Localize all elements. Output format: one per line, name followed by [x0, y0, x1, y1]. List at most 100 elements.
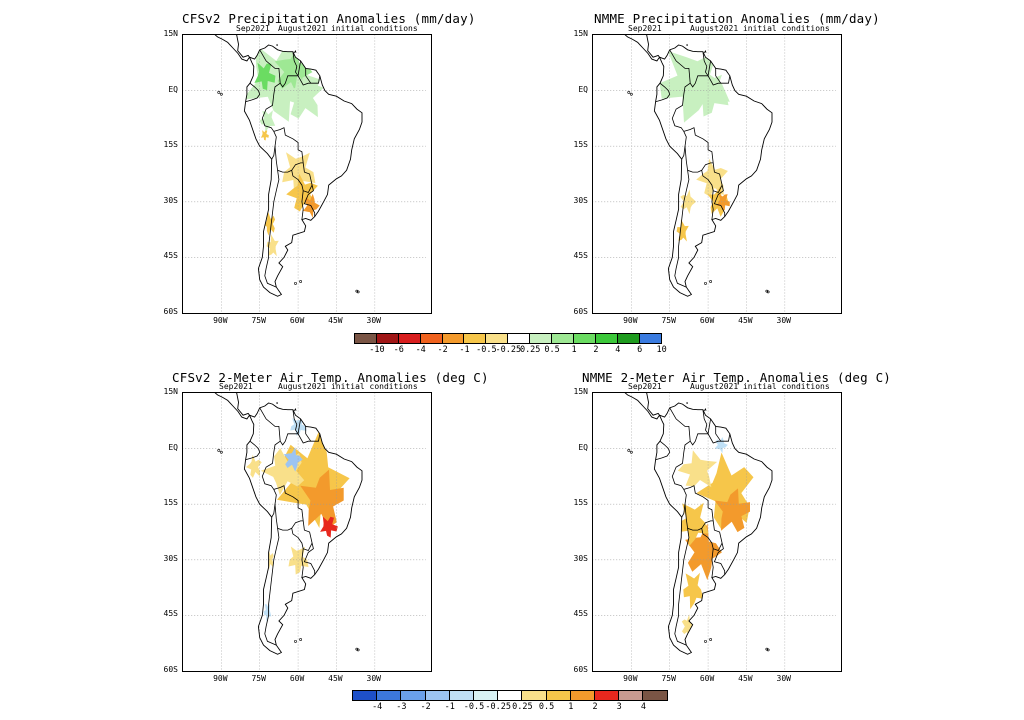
coastline	[243, 402, 363, 655]
lat-label: 45S	[573, 251, 588, 261]
island	[355, 647, 359, 651]
island	[355, 289, 359, 293]
anomaly-layer	[650, 35, 730, 242]
anomaly-patch	[320, 516, 338, 538]
panel-init: August2021 initial conditions	[278, 24, 418, 33]
lon-label: 60W	[289, 316, 305, 325]
anomaly-patch	[259, 110, 276, 133]
coastline-central-america	[214, 35, 251, 62]
lat-label: 60S	[163, 665, 178, 674]
colorbar-swatch	[464, 334, 487, 343]
anomaly-layer	[237, 35, 324, 257]
colorbar-tick-label: 0.5	[538, 702, 555, 712]
lon-label: 75W	[251, 674, 266, 683]
lat-label: 60S	[573, 307, 588, 316]
country-border	[245, 440, 261, 461]
panel-month: Sep2021	[628, 382, 662, 391]
colorbar-swatch	[522, 691, 547, 700]
lon-label: 75W	[661, 316, 676, 325]
anomaly-patch	[266, 234, 279, 257]
colorbar-swatch	[552, 334, 574, 343]
lon-label: 30W	[366, 674, 381, 683]
colorbar-swatch	[530, 334, 553, 343]
island	[629, 92, 633, 96]
country-border	[689, 409, 709, 446]
country-border	[669, 407, 691, 518]
colorbar-swatch	[449, 691, 474, 700]
anomaly-patch	[650, 35, 665, 51]
colorbar-tick-label: -0.5	[476, 345, 497, 355]
colorbar-swatch	[398, 334, 421, 343]
anomaly-patch	[677, 450, 718, 488]
country-border	[715, 426, 722, 442]
lon-label: 45W	[328, 674, 343, 683]
colorbar-tick-label: -0.25	[495, 345, 522, 355]
island	[276, 401, 278, 404]
country-border	[274, 146, 304, 173]
colorbar-tick-label: 0.25	[519, 345, 541, 355]
lat-label: 15N	[573, 387, 588, 396]
anomaly-layer	[245, 418, 350, 622]
lon-label: 90W	[213, 316, 228, 325]
lat-label: 45S	[163, 251, 178, 261]
lat-label: 15S	[163, 140, 178, 150]
country-border	[245, 82, 261, 103]
anomaly-patch	[245, 454, 262, 478]
colorbar-tick-label: -1	[444, 702, 455, 712]
anomaly-patch	[303, 193, 320, 218]
country-border	[291, 528, 313, 551]
island	[627, 449, 631, 452]
lon-label: 30W	[776, 674, 791, 683]
panel-title: NMME Precipitation Anomalies (mm/day)	[594, 11, 880, 26]
colorbar-tick-label: 1	[568, 702, 574, 712]
lon-label: 75W	[661, 674, 676, 683]
country-border	[715, 68, 722, 84]
lat-label: 30S	[573, 553, 588, 563]
lat-label: 60S	[163, 307, 178, 316]
colorbar-swatch	[595, 334, 618, 343]
island	[629, 450, 633, 454]
island	[686, 401, 688, 404]
coastline-central-america	[624, 393, 661, 420]
country-border	[301, 548, 304, 578]
lat-label: 60S	[573, 665, 588, 674]
island	[704, 639, 707, 643]
country-border	[259, 407, 281, 518]
colorbar-tick-label: 0.5	[544, 345, 560, 355]
country-border	[273, 127, 316, 217]
anomaly-patch	[689, 74, 729, 117]
anomaly-patch	[279, 73, 324, 119]
anomaly-patch	[237, 35, 252, 51]
colorbar-swatch	[377, 691, 402, 700]
country-border	[291, 170, 313, 193]
coastline-central-america	[214, 393, 251, 420]
country-border	[701, 170, 723, 193]
island	[299, 638, 303, 641]
colorbar-boxes	[354, 333, 663, 344]
anomaly-patch	[288, 546, 309, 575]
colorbar-tick-label: -2	[420, 702, 431, 712]
lat-label: EQ	[578, 84, 588, 94]
lon-label: 90W	[623, 674, 638, 683]
colorbar-tick-label: 2	[593, 345, 599, 355]
lon-label: 60W	[699, 674, 715, 683]
country-border	[264, 170, 280, 288]
anomaly-patch	[254, 62, 276, 91]
country-border	[707, 418, 731, 444]
panel-month: Sep2021	[236, 24, 270, 33]
colorbar-swatch	[508, 334, 531, 343]
country-border	[707, 60, 731, 86]
country-border	[684, 504, 714, 531]
island	[217, 91, 221, 94]
colorbar-tick-label: 3	[616, 702, 622, 712]
lat-label: 45S	[573, 609, 588, 619]
island	[217, 449, 221, 452]
anomaly-patch	[714, 437, 728, 454]
country-border	[273, 485, 316, 575]
colorbar-swatch	[498, 691, 523, 700]
island	[709, 280, 713, 283]
colorbar-swatch	[546, 691, 571, 700]
colorbar-swatch	[639, 334, 662, 343]
colorbar-tick-label: -4	[372, 702, 383, 712]
colorbar-boxes	[352, 690, 669, 701]
